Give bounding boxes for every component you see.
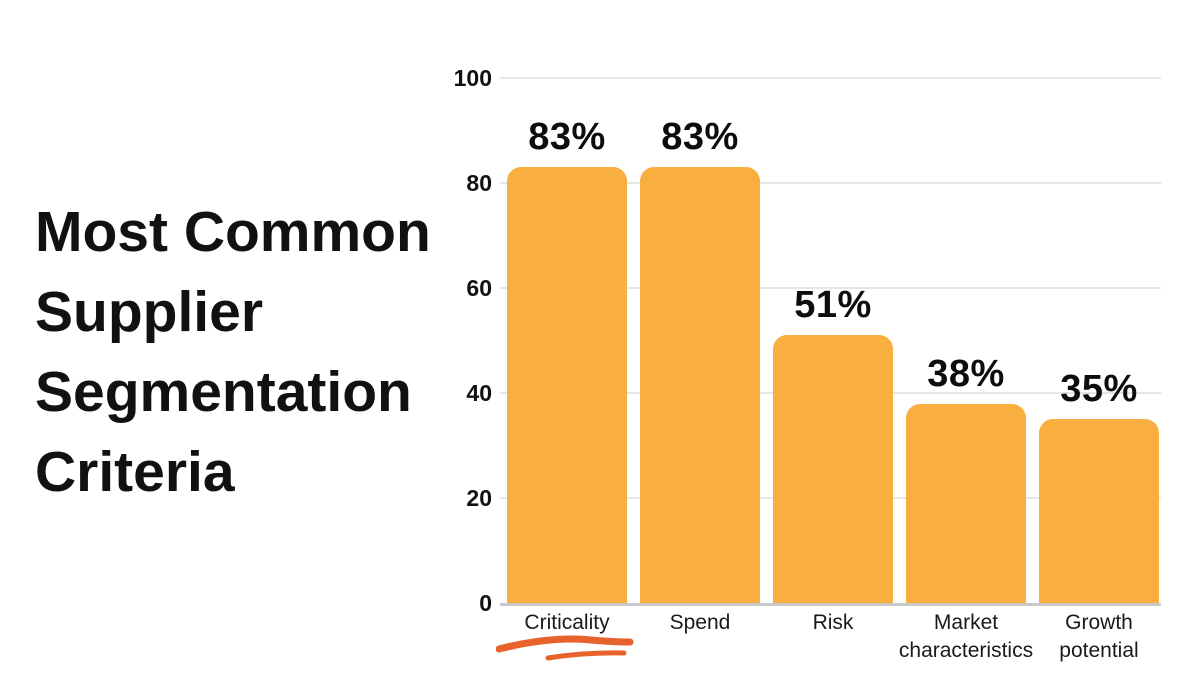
bar-criticality: [507, 167, 627, 603]
bar-value-label-criticality: 83%: [528, 116, 606, 159]
bar-value-label-growth-potential: 35%: [1060, 368, 1138, 411]
gridline-60: [500, 287, 1161, 289]
x-axis-label-spend: Spend: [669, 611, 731, 634]
page-title-line-1: Most Common: [35, 200, 431, 264]
y-axis-tick-label-0: 0: [479, 590, 492, 616]
x-axis-label-criticality: Criticality: [524, 611, 610, 634]
criticality-underline-swoosh: [496, 635, 634, 661]
y-axis-tick-label-20: 20: [466, 485, 492, 511]
page-title: Most Common Supplier Segmentation Criter…: [35, 192, 465, 512]
gridline-100: [500, 77, 1161, 79]
page-title-line-3: Segmentation: [35, 360, 412, 424]
x-axis-label-growth-potential: Growth potential: [1059, 611, 1139, 662]
bar-spend: [640, 167, 760, 603]
y-axis-tick-label-100: 100: [453, 65, 492, 91]
bar-value-label-risk: 51%: [794, 284, 872, 327]
y-axis-tick-label-40: 40: [466, 380, 492, 406]
bar-value-label-market-characteristics: 38%: [927, 352, 1005, 395]
page-title-line-2: Supplier: [35, 280, 264, 344]
x-axis-label-market-characteristics: Market characteristics: [898, 611, 1034, 662]
y-axis-tick-label-60: 60: [466, 275, 492, 301]
x-axis-label-risk: Risk: [812, 611, 854, 634]
bar-risk: [773, 335, 893, 603]
bar-market-characteristics: [906, 403, 1026, 603]
x-axis-baseline: [500, 603, 1161, 606]
bar-value-label-spend: 83%: [661, 116, 739, 159]
gridline-80: [500, 182, 1161, 184]
y-axis-tick-label-80: 80: [466, 170, 492, 196]
bar-growth-potential: [1039, 419, 1159, 603]
page-title-line-4: Criteria: [35, 440, 235, 504]
